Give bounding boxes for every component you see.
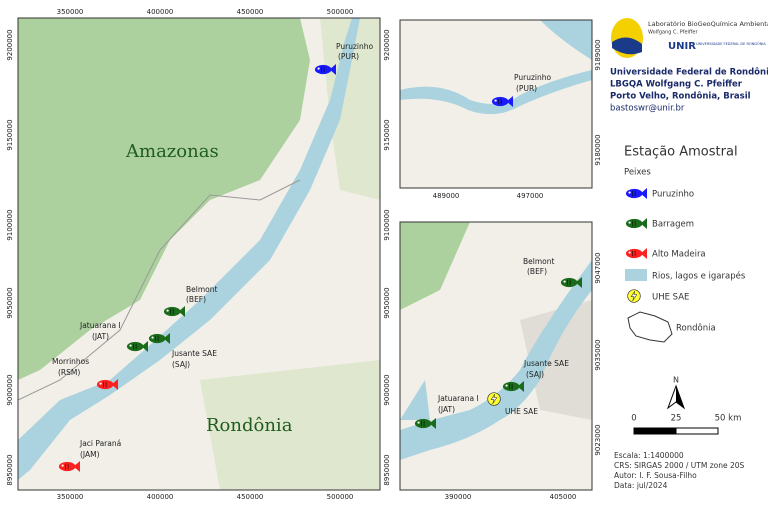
inset-frame <box>399 221 593 491</box>
site-code: (SAJ) <box>172 360 190 369</box>
tick: 9023000 <box>594 424 602 455</box>
legend-label: Alto Madeira <box>652 250 706 260</box>
legend-label: Barragem <box>652 220 694 230</box>
legend-label: Rondônia <box>676 323 716 334</box>
lab-sub: Wolfgang C. Pfeiffer <box>648 30 698 36</box>
unir-sub: UNIVERSIDADE FEDERAL DE RONDÔNIA <box>696 41 766 46</box>
tick: 9180000 <box>594 134 602 165</box>
tick: 450000 <box>237 8 264 16</box>
site-name: Belmont <box>186 285 217 294</box>
inset-frame <box>399 19 593 189</box>
legend-label: UHE SAE <box>652 293 689 303</box>
north-label: N <box>673 376 679 385</box>
tick: 405000 <box>550 493 577 501</box>
site-code: (JAT) <box>438 405 455 414</box>
scale-bar <box>633 427 677 435</box>
legend-label: Rios, lagos e igarapés <box>652 271 746 282</box>
legend-label: Puruzinho <box>652 190 694 200</box>
tick: 9050000 <box>6 287 14 318</box>
legend-title: Estação Amostral <box>624 145 738 160</box>
inst-line: Universidade Federal de Rondônia <box>610 67 768 78</box>
region-label: Rondônia <box>206 415 293 436</box>
site-name: Jaci Paraná <box>79 439 121 448</box>
site-code: (SAJ) <box>526 370 544 379</box>
tick: 400000 <box>147 493 174 501</box>
dam-label: UHE SAE <box>505 407 538 416</box>
legend-group: Peixes <box>624 168 651 178</box>
x-ticks: 350000 400000 450000 500000 350000 40000… <box>57 8 354 501</box>
site-name: Jusante SAE <box>171 349 217 358</box>
tick: 8950000 <box>6 454 14 485</box>
tick: 9189000 <box>594 39 602 70</box>
tick: 497000 <box>517 192 544 200</box>
site-code: (RSM) <box>58 368 80 377</box>
main-map <box>18 18 380 490</box>
y-ticks: 9200000 9150000 9100000 9050000 9000000 … <box>6 29 391 485</box>
region-label: Amazonas <box>125 141 219 162</box>
tick: 350000 <box>57 493 84 501</box>
footer-line: Escala: 1:1400000 <box>614 451 684 460</box>
tick: 400000 <box>147 8 174 16</box>
dam-icon <box>487 392 501 406</box>
site-name: Jusante SAE <box>523 359 569 368</box>
site-code: (JAM) <box>80 450 100 459</box>
unir: UNIR <box>668 41 696 52</box>
tick: 9200000 <box>6 29 14 60</box>
lab-name: Laboratório BioGeoQuímica Ambiental <box>648 20 768 28</box>
site-name: Jatuarana I <box>79 321 121 330</box>
site-code: (PUR) <box>516 84 537 93</box>
inst-line: LBGQA Wolfgang C. Pfeiffer <box>610 80 743 90</box>
footer-line: CRS: SIRGAS 2000 / UTM zone 20S <box>614 461 745 470</box>
tick: 9000000 <box>383 374 391 405</box>
tick: 9000000 <box>6 374 14 405</box>
footer-line: Autor: I. F. Sousa-Filho <box>614 471 697 480</box>
fish-icon <box>625 248 647 259</box>
fish-icon <box>625 188 647 199</box>
site-name: Morrinhos <box>52 357 89 366</box>
site-name: Belmont <box>523 257 554 266</box>
tick: 390000 <box>445 493 472 501</box>
site-name: Jatuarana I <box>437 394 479 403</box>
site-code: (BEF) <box>527 267 547 276</box>
site-code: (BEF) <box>186 295 206 304</box>
tick: 9100000 <box>6 209 14 240</box>
tick: 9150000 <box>383 119 391 150</box>
tick: 350000 <box>57 8 84 16</box>
inset-south <box>400 222 592 490</box>
main-frame <box>17 17 381 491</box>
state-shape <box>627 311 673 343</box>
tick: 9035000 <box>594 339 602 370</box>
sites: Puruzinho (PUR) Belmont (BEF) Jatuarana … <box>52 42 374 472</box>
tick: 9047000 <box>594 252 602 283</box>
dam-icon <box>627 289 641 303</box>
tick: 450000 <box>237 493 264 501</box>
fish-icon <box>625 218 647 229</box>
tick: 9200000 <box>383 29 391 60</box>
site-code: (JAT) <box>92 332 109 341</box>
scale-label: 50 km <box>715 414 742 424</box>
scale-label: 0 <box>631 414 636 424</box>
scale-label: 25 <box>671 414 682 424</box>
tick: 500000 <box>327 8 354 16</box>
tick: 9100000 <box>383 209 391 240</box>
water-swatch <box>625 269 647 281</box>
email: bastoswr@unir.br <box>610 104 685 114</box>
inst-line: Porto Velho, Rondônia, Brasil <box>610 91 751 102</box>
tick: 9150000 <box>6 119 14 150</box>
site-name: Puruzinho <box>514 73 552 82</box>
site-code: (PUR) <box>338 52 359 61</box>
tick: 9050000 <box>383 287 391 318</box>
site-name: Puruzinho <box>336 42 374 51</box>
legend-items: Puruzinho Barragem Alto Madeira <box>625 188 706 260</box>
tick: 8950000 <box>383 454 391 485</box>
scale-bar <box>675 427 719 435</box>
footer-line: Data: jul/2024 <box>614 481 668 490</box>
tick: 489000 <box>433 192 460 200</box>
tick: 500000 <box>327 493 354 501</box>
logos: Laboratório BioGeoQuímica Ambiental Wolf… <box>611 18 768 58</box>
